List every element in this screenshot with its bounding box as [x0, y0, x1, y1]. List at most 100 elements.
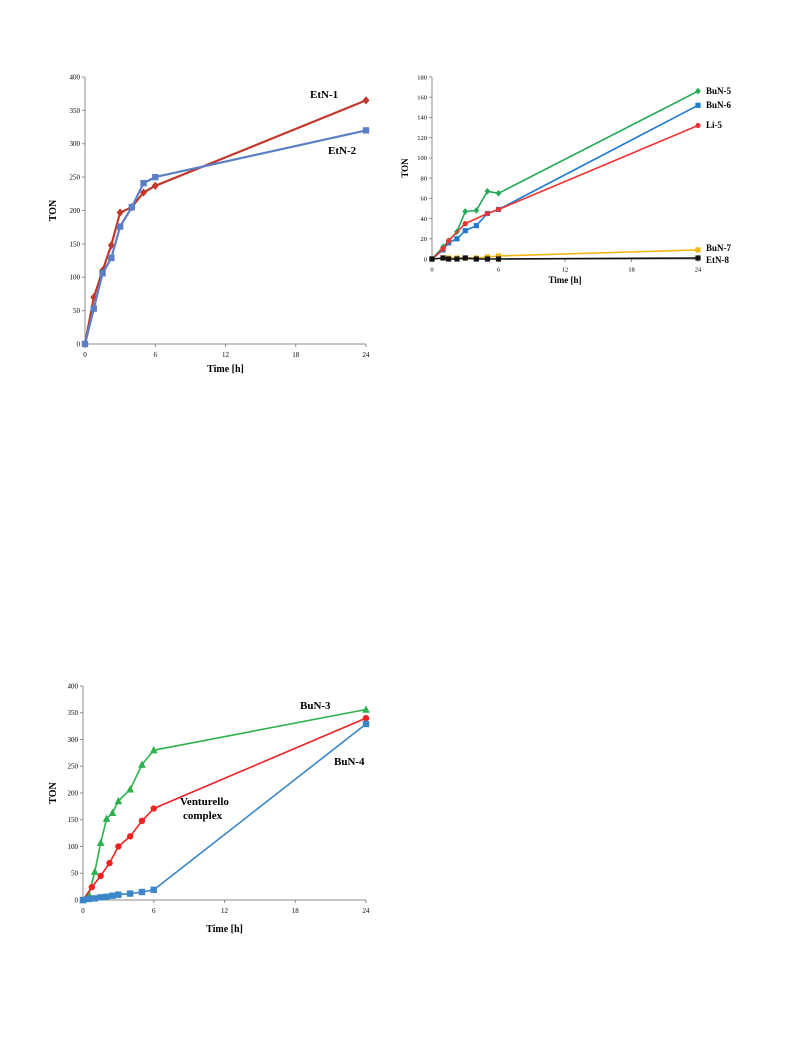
data-point-etn-1 [107, 241, 115, 250]
data-point-venturello-complex [88, 883, 96, 891]
data-point-etn-1 [116, 208, 124, 217]
data-point-bun-6 [473, 223, 479, 229]
data-point-bun-4 [97, 894, 104, 901]
y-tick-label: 20 [421, 236, 428, 243]
y-tick-label: 100 [70, 274, 81, 282]
y-tick-label: 180 [417, 74, 427, 81]
series-label-bun-7: BuN-7 [706, 243, 732, 253]
y-tick-label: 140 [417, 115, 427, 122]
y-tick-label: 400 [68, 682, 79, 690]
data-point-bun-3 [96, 838, 105, 846]
x-tick-label: 18 [628, 267, 635, 274]
data-point-bun-5 [473, 207, 480, 214]
data-point-etn-1 [140, 188, 148, 197]
data-point-bun-7 [495, 253, 502, 259]
data-point-bun-4 [85, 895, 93, 903]
x-tick-label: 24 [363, 907, 371, 915]
data-point-etn-1 [151, 181, 159, 190]
y-tick-label: 150 [68, 816, 79, 824]
series-line-venturello-complex [82, 717, 367, 901]
x-tick-label: 12 [221, 907, 229, 915]
y-tick-label: 0 [77, 340, 81, 348]
y-axis-title: TON [48, 199, 59, 221]
data-point-bun-6 [462, 228, 468, 234]
data-point-bun-4 [126, 890, 134, 897]
series-label-bun-4: BuN-4 [334, 756, 365, 768]
data-point-bun-4 [115, 891, 122, 898]
y-tick-label: 0 [424, 256, 427, 263]
data-point-li-5 [495, 206, 502, 213]
plot-area: 0 50 100 150 200 250 300 350 400 0 6 12 18 24 Time [h]… [48, 682, 370, 935]
data-point-bun-7 [695, 247, 701, 253]
y-tick-label: 0 [75, 896, 79, 904]
x-tick-label: 18 [292, 351, 300, 359]
data-point-bun-5 [695, 87, 701, 95]
plot-area: 0 20 40 60 80 100 120 140 160 180 0 6 12 18 24 Time [h]… [400, 74, 702, 285]
series-label-bun-6: BuN-6 [706, 100, 732, 110]
data-point-etn-8 [484, 256, 491, 262]
series-line-bun-4 [82, 723, 367, 901]
data-point-bun-5 [462, 208, 469, 215]
y-tick-label: 40 [421, 216, 428, 223]
x-tick-label: 12 [222, 351, 230, 359]
data-point-li-5 [695, 122, 701, 129]
series-label-bun-5: BuN-5 [706, 86, 732, 96]
data-point-bun-3 [138, 760, 146, 768]
data-point-li-5 [440, 246, 446, 252]
x-tick-label: 12 [562, 267, 569, 274]
data-point-bun-5 [495, 189, 502, 197]
data-point-venturello-complex [106, 859, 113, 867]
data-point-bun-6 [695, 102, 701, 108]
data-point-bun-6 [454, 236, 460, 242]
data-point-etn-8 [495, 256, 502, 262]
data-point-bun-4 [79, 896, 87, 904]
data-point-venturello-complex [138, 817, 146, 825]
x-axis-title: Time [h] [206, 924, 243, 935]
data-point-bun-3 [90, 867, 99, 875]
y-tick-label: 50 [71, 870, 79, 878]
x-tick-label: 6 [497, 267, 501, 274]
series-label-li-5: Li-5 [706, 120, 723, 130]
x-tick-label: 18 [292, 907, 300, 915]
y-tick-label: 350 [68, 709, 79, 717]
data-point-bun-5 [484, 187, 491, 195]
data-point-bun-3 [102, 814, 111, 822]
data-point-etn-1 [362, 96, 370, 105]
data-point-venturello-complex [97, 872, 104, 880]
data-point-etn-2 [108, 254, 115, 262]
data-point-bun-4 [150, 886, 157, 894]
y-tick-label: 250 [70, 174, 81, 182]
x-tick-label: 6 [154, 351, 158, 359]
data-point-etn-2 [90, 305, 97, 312]
data-point-li-5 [446, 238, 452, 244]
data-point-etn-8 [462, 255, 468, 261]
y-tick-label: 160 [417, 94, 427, 101]
series-label-etn-2: EtN-2 [328, 145, 357, 157]
series-label-bun-3: BuN-3 [300, 700, 331, 712]
data-point-bun-4 [109, 892, 116, 899]
data-point-etn-8 [695, 255, 701, 261]
x-tick-label: 0 [83, 351, 87, 359]
y-tick-label: 200 [70, 207, 81, 215]
data-point-etn-2 [128, 203, 136, 211]
data-point-bun-3 [108, 808, 117, 816]
data-point-etn-2 [152, 173, 159, 181]
series-label-venturello-line1: Venturello [180, 796, 229, 808]
data-point-bun-3 [149, 746, 158, 754]
y-tick-label: 300 [68, 736, 79, 744]
data-point-etn-8 [440, 255, 446, 261]
x-axis-title: Time [h] [207, 364, 244, 375]
data-point-bun-3 [126, 785, 135, 793]
data-point-venturello-complex [115, 843, 122, 850]
series-label-venturello-line2: complex [183, 810, 223, 822]
series-label-etn-1: EtN-1 [310, 89, 338, 101]
data-point-venturello-complex [150, 805, 157, 812]
data-point-etn-2 [362, 127, 370, 134]
y-axis-title: TON [48, 781, 59, 803]
data-point-li-5 [462, 221, 468, 227]
y-tick-label: 60 [421, 196, 428, 203]
y-tick-label: 100 [417, 155, 427, 162]
y-tick-label: 80 [421, 175, 428, 182]
y-tick-label: 50 [73, 307, 81, 315]
